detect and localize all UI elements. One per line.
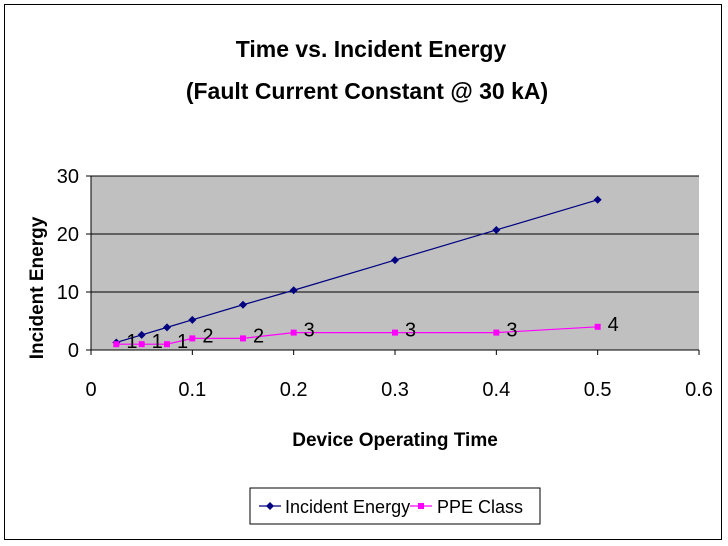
- legend-box: [249, 487, 541, 525]
- point-ppe-class-5: [290, 329, 297, 336]
- legend-marker-incident-energy: [266, 502, 274, 510]
- point-ppe-class-7: [493, 329, 500, 336]
- point-incident-energy-5: [289, 286, 298, 295]
- series-layer: [112, 195, 602, 348]
- data-label-ppe-class-7: 3: [506, 320, 517, 342]
- chart-title: Time vs. Incident Energy: [236, 36, 507, 62]
- x-tick-label-0: 0: [85, 379, 96, 401]
- data-label-ppe-class-2: 1: [177, 331, 188, 353]
- legend-label-ppe-class: PPE Class: [437, 497, 523, 517]
- point-incident-energy-8: [593, 195, 602, 204]
- point-ppe-class-6: [392, 329, 398, 336]
- legend: Incident Energy PPE Class: [249, 487, 541, 525]
- data-label-ppe-class-6: 3: [405, 320, 416, 342]
- point-ppe-class-4: [240, 335, 246, 342]
- data-label-ppe-class-4: 2: [253, 325, 264, 347]
- point-incident-energy-1: [137, 330, 146, 339]
- x-tick-labels: 0 0.1 0.2 0.3 0.4 0.5 0.6: [85, 379, 712, 401]
- x-axis-title: Device Operating Time: [292, 430, 498, 451]
- y-tick-labels: 0 10 20 30: [57, 166, 79, 362]
- data-label-ppe-class-8: 4: [608, 314, 619, 336]
- point-ppe-class-2: [164, 341, 170, 348]
- y-axis-title: Incident Energy: [27, 216, 48, 359]
- point-ppe-class-8: [594, 323, 601, 330]
- x-tick-label-5: 0.5: [584, 379, 612, 401]
- axes: [86, 175, 700, 355]
- y-tick-label-2: 20: [57, 224, 79, 246]
- point-incident-energy-4: [239, 300, 247, 309]
- chart-svg: Time vs. Incident Energy (Fault Current …: [27, 36, 713, 525]
- legend-marker-ppe-class: [418, 503, 424, 509]
- point-ppe-class-0: [113, 341, 120, 348]
- point-ppe-class-1: [138, 341, 145, 348]
- data-label-ppe-class-3: 2: [202, 325, 213, 347]
- point-incident-energy-2: [163, 323, 171, 332]
- data-label-ppe-class-0: 1: [126, 331, 137, 353]
- y-tick-label-3: 30: [57, 166, 79, 188]
- point-ppe-class-3: [189, 335, 196, 342]
- data-label-ppe-class-5: 3: [304, 320, 315, 342]
- point-incident-energy-3: [188, 315, 197, 324]
- y-tick-label-1: 10: [57, 282, 79, 304]
- chart-frame: Time vs. Incident Energy (Fault Current …: [4, 4, 722, 540]
- legend-label-incident-energy: Incident Energy: [285, 497, 410, 517]
- x-tick-label-1: 0.1: [178, 379, 206, 401]
- x-tick-label-2: 0.2: [280, 379, 308, 401]
- chart-subtitle: (Fault Current Constant @ 30 kA): [186, 78, 548, 104]
- x-tick-label-4: 0.4: [482, 379, 510, 401]
- x-tick-label-3: 0.3: [381, 379, 409, 401]
- point-incident-energy-7: [492, 225, 501, 234]
- point-incident-energy-6: [391, 256, 399, 265]
- y-tick-label-0: 0: [68, 340, 79, 362]
- x-tick-label-6: 0.6: [685, 379, 713, 401]
- data-label-ppe-class-1: 1: [152, 331, 163, 353]
